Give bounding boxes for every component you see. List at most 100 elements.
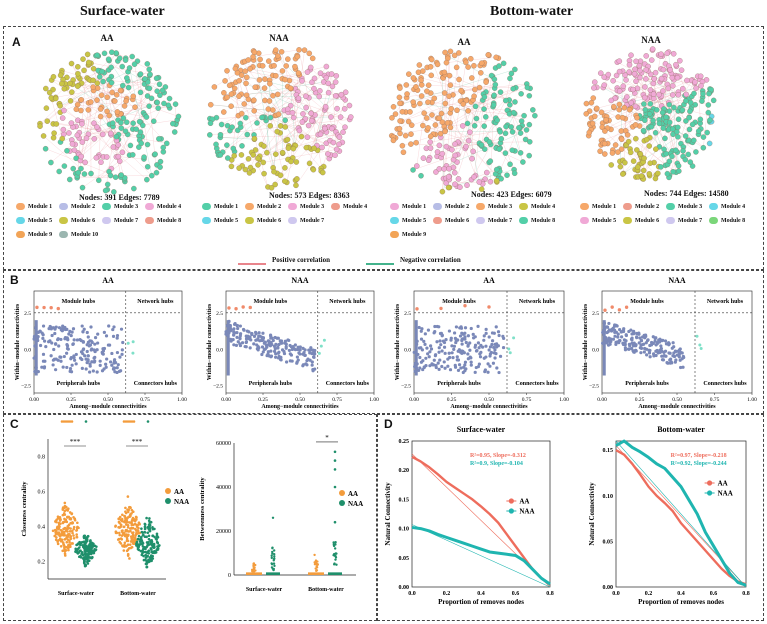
network-title-2: NAA	[269, 33, 289, 43]
legend-module-4-4: Module 4	[709, 203, 745, 210]
zipi-ytick: −2.5	[21, 384, 31, 390]
legend-module-4-8: Module 8	[709, 217, 745, 224]
legend-label: Module 2	[257, 203, 282, 210]
legend-swatch	[59, 203, 68, 210]
legend-label: Module 4	[157, 203, 182, 210]
zipi-xtick: 0.50	[295, 397, 305, 403]
legend-module-2-4: Module 4	[331, 203, 367, 210]
network-graph-4	[583, 46, 717, 182]
legend-label: Module 4	[531, 203, 556, 210]
legend-module-4-7: Module 7	[666, 217, 702, 224]
betweenness-ytick: 60000	[216, 441, 231, 447]
legend-swatch	[331, 203, 340, 210]
correlation-legend	[238, 263, 394, 265]
legend-swatch	[390, 231, 399, 238]
zipi-peripherals: Peripherals hubs	[57, 381, 101, 387]
zipi-xlabel: Among−module connectivities	[450, 404, 528, 410]
legend-module-1-8: Module 8	[145, 217, 181, 224]
betweenness-significance: *	[325, 434, 329, 442]
zipi-ytick: 2.5	[404, 311, 411, 317]
legend-module-3-5: Module 5	[390, 217, 426, 224]
legend-label: Module 2	[445, 203, 470, 210]
zipi-xtick: 0.75	[710, 397, 720, 403]
robustness-ytick: 0.20	[399, 468, 410, 474]
zipi-xtick: 0.50	[103, 397, 113, 403]
zipi-ylabel: Within−module connectivities	[207, 303, 213, 380]
robustness-plot-2: Bottom-water 0.0 0.2 0.4 0.6 0.8 0.00 0.05 0.10 0…	[588, 425, 750, 606]
legend-label: Module 2	[635, 203, 660, 210]
zipi-ylabel: Within−module connectivities	[395, 303, 401, 380]
legend-swatch	[102, 217, 111, 224]
zipi-xlabel: Among−module connectivities	[638, 404, 716, 410]
legend-swatch	[580, 203, 589, 210]
legend-label: Module 4	[343, 203, 368, 210]
zipi-xtick: 0.75	[522, 397, 532, 403]
legend-swatch	[202, 203, 211, 210]
zipi-module-hubs: Module hubs	[442, 299, 476, 305]
legend-module-2-6: Module 6	[245, 217, 281, 224]
robustness-annotation-naa: R²=0.92, Slope=-0.244	[671, 461, 727, 467]
robustness-title: Surface-water	[457, 425, 506, 434]
robustness-series-aa	[615, 449, 747, 586]
zipi-plot-2: NAA Module hubs Network hubs Peripherals hu…	[207, 276, 379, 410]
zipi-xlabel: Among−module connectivities	[261, 404, 339, 410]
closeness-ytick: 0.4	[38, 525, 46, 531]
legend-label: Module 6	[445, 217, 470, 224]
zipi-module-hubs: Module hubs	[630, 299, 664, 305]
robustness-ytick: 0.00	[399, 585, 410, 591]
zipi-plot-4: NAA Module hubs Network hubs Peripherals hu…	[583, 276, 757, 410]
zipi-xtick: 0.00	[409, 397, 419, 403]
legend-swatch	[245, 217, 254, 224]
zipi-xtick: 0.25	[66, 397, 76, 403]
legend-label: Module 3	[678, 203, 703, 210]
closeness-xtick: Surface-water	[58, 591, 95, 597]
robustness-fitline	[411, 524, 551, 588]
legend-module-1-6: Module 6	[59, 217, 95, 224]
legend-label: Module 6	[635, 217, 660, 224]
legend-module-3-6: Module 6	[433, 217, 469, 224]
network-stats-1: Nodes: 391 Edges: 7789	[79, 193, 160, 202]
legend-module-4-5: Module 5	[580, 217, 616, 224]
zipi-plots: AA Module hubs Network hubs Peripherals hub…	[15, 276, 757, 410]
robustness-plots: Surface-water 0.0 0.2 0.4 0.6 0.8 0.00 0.05 0.10…	[384, 425, 750, 606]
legend-module-3-4: Module 4	[519, 203, 555, 210]
robustness-xtick: 0.8	[546, 591, 554, 597]
legend-label: Module 8	[531, 217, 556, 224]
legend-label: Module 10	[71, 231, 99, 238]
legend-module-1-9: Module 9	[16, 231, 52, 238]
zipi-ytick: 2.5	[216, 311, 223, 317]
network-title-3: AA	[457, 37, 471, 47]
legend-module-3-3: Module 3	[476, 203, 512, 210]
legend-module-2-3: Module 3	[288, 203, 324, 210]
zipi-xtick: 0.00	[29, 397, 39, 403]
robustness-annotation-naa: R²=0.9, Slope=-0.104	[470, 461, 523, 467]
legend-module-1-5: Module 5	[16, 217, 52, 224]
legend-module-1-10: Module 10	[59, 231, 98, 238]
zipi-xtick: 0.25	[258, 397, 268, 403]
robustness-annotation-aa: R²=0.95, Slope=-0.312	[470, 453, 526, 459]
robustness-series-naa	[615, 439, 747, 587]
betweenness-ytick: 0	[228, 573, 231, 579]
closeness-ytick: 0.6	[38, 490, 46, 496]
zipi-plot-1: AA Module hubs Network hubs Peripherals hub…	[15, 276, 187, 410]
robustness-xlabel: Proportion of removes nodes	[438, 598, 524, 606]
legend-label: Module 3	[300, 203, 325, 210]
legend-label: Module 1	[28, 203, 53, 210]
zipi-xtick: 0.25	[635, 397, 645, 403]
legend-swatch	[245, 203, 254, 210]
robustness-title: Bottom-water	[657, 425, 705, 434]
panel-d-label: D	[384, 417, 393, 431]
closeness-plot: 0.8 0.6 0.4 0.2 Closeness centrality Surface-…	[21, 420, 189, 597]
network-stats-3: Nodes: 423 Edges: 6079	[471, 190, 552, 199]
legend-swatch	[288, 217, 297, 224]
closeness-ylabel: Closeness centrality	[21, 481, 28, 537]
robustness-ytick: 0.10	[399, 527, 410, 533]
legend-module-3-2: Module 2	[433, 203, 469, 210]
robustness-ytick: 0.00	[603, 585, 614, 591]
betweenness-ytick: 40000	[216, 485, 231, 491]
robustness-xtick: 0.6	[512, 591, 520, 597]
zipi-ytick: 0.0	[24, 347, 31, 353]
network-graph-3	[389, 48, 538, 195]
network-title-4: NAA	[641, 35, 661, 45]
legend-label: Module 5	[28, 217, 53, 224]
